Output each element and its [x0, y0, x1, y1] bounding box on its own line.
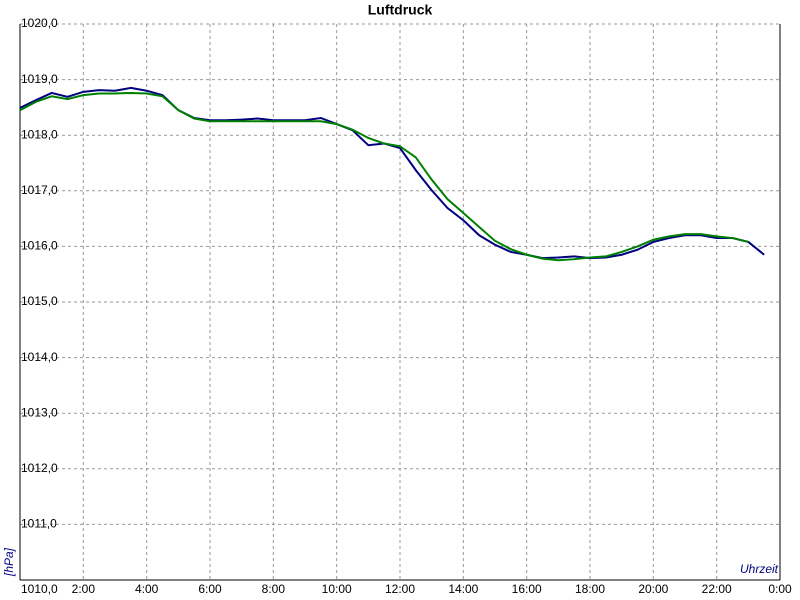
x-tick-label: 12:00: [385, 582, 415, 596]
y-tick-label: 1011,0: [21, 517, 57, 531]
x-tick-label: 4:00: [135, 582, 159, 596]
x-tick-label: 2:00: [72, 582, 96, 596]
x-tick-label: 18:00: [575, 582, 605, 596]
x-tick-label: 8:00: [262, 582, 286, 596]
y-tick-label: 1014,0: [21, 350, 58, 364]
y-tick-label: 1010,0: [21, 582, 58, 596]
x-axis-label: Uhrzeit: [740, 562, 779, 576]
x-tick-label: 14:00: [448, 582, 478, 596]
y-axis-label: [hPa]: [2, 547, 16, 577]
y-tick-label: 1019,0: [21, 72, 58, 86]
x-tick-label: 16:00: [512, 582, 542, 596]
data-line: [19, 91, 749, 262]
x-tick-label: 22:00: [702, 582, 732, 596]
x-tick-label: 20:00: [638, 582, 668, 596]
x-tick-label: 10:00: [322, 582, 352, 596]
y-tick-label: 1018,0: [21, 127, 58, 141]
chart-title: Luftdruck: [368, 2, 433, 18]
x-tick-label: 0:00: [768, 582, 792, 596]
y-tick-label: 1013,0: [21, 405, 58, 419]
y-tick-label: 1020,0: [21, 16, 58, 30]
y-tick-label: 1016,0: [21, 239, 58, 253]
x-tick-label: 6:00: [198, 582, 222, 596]
y-tick-label: 1015,0: [21, 294, 58, 308]
y-tick-label: 1012,0: [21, 461, 58, 475]
y-tick-label: 1017,0: [21, 183, 58, 197]
